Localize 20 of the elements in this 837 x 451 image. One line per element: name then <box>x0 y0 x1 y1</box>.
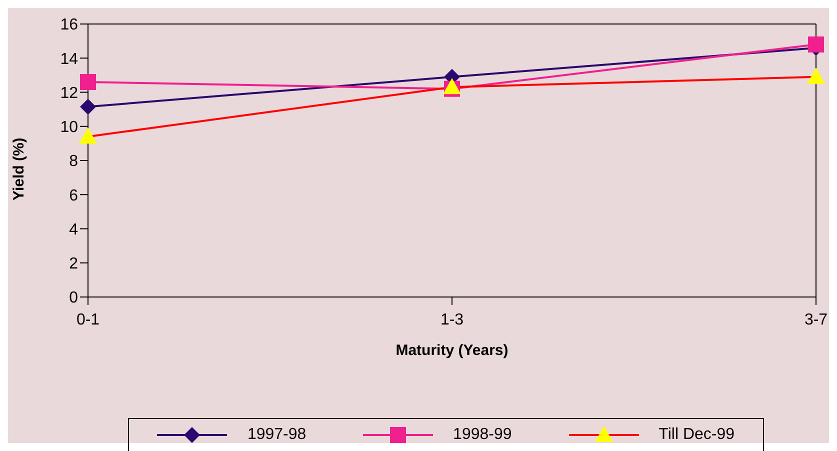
point <box>808 36 824 52</box>
y-tick-label: 8 <box>69 153 78 170</box>
point <box>80 98 96 115</box>
y-tick-label: 0 <box>69 290 78 307</box>
y-tick-label: 12 <box>60 84 78 102</box>
y-tick-label: 14 <box>60 50 78 68</box>
x-axis-title: Maturity (Years) <box>396 342 508 359</box>
y-tick-label: 4 <box>69 221 78 238</box>
point <box>80 74 96 90</box>
y-tick-label: 2 <box>69 256 78 273</box>
legend-label: 1997-98 <box>247 426 306 444</box>
legend-label: 1998-99 <box>453 426 512 444</box>
x-tick-label: 3-7 <box>804 311 828 328</box>
y-tick-label: 16 <box>60 16 78 34</box>
y-axis-title: Yield (%) <box>10 138 28 200</box>
x-tick-label: 1-3 <box>440 311 464 328</box>
legend-label: Till Dec-99 <box>658 426 735 444</box>
y-tick-label: 10 <box>60 119 78 136</box>
x-tick-label: 0-1 <box>76 311 100 328</box>
y-tick-label: 6 <box>69 187 78 204</box>
